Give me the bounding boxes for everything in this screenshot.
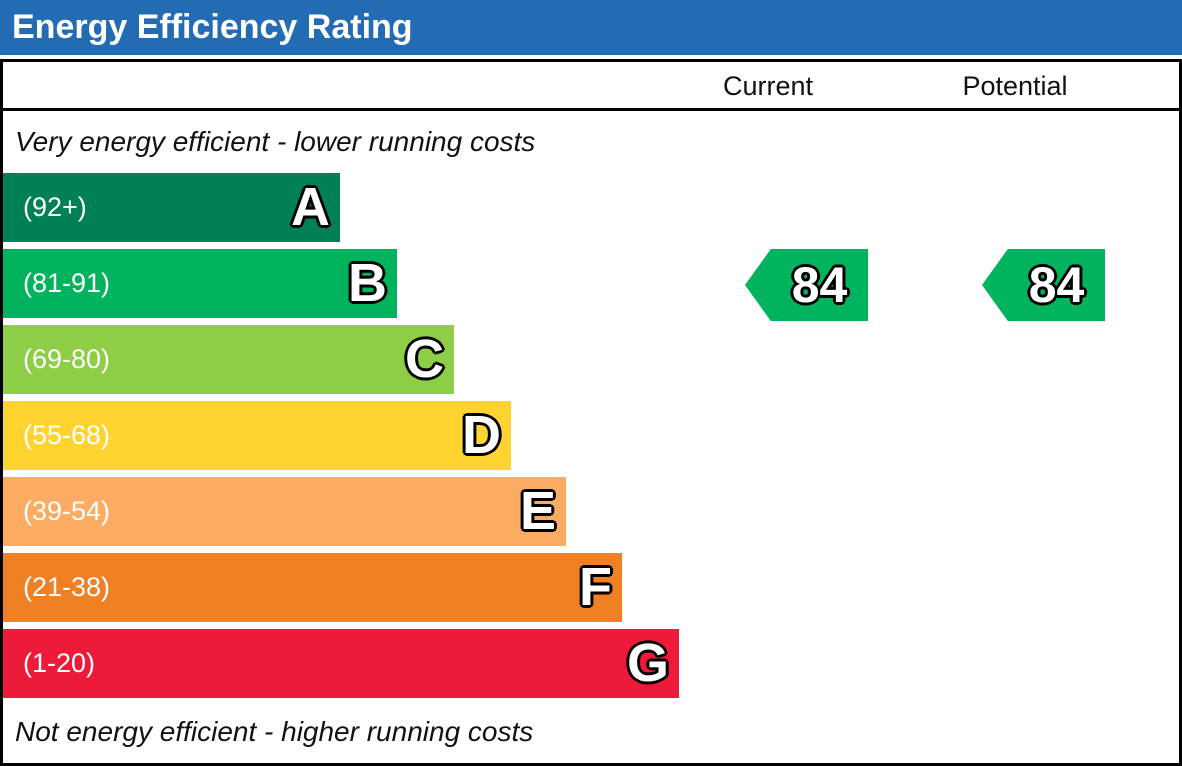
band-row-F: (21-38) F bbox=[3, 553, 622, 622]
band-range-label: (1-20) bbox=[23, 648, 96, 678]
band-row-G: (1-20) G bbox=[3, 629, 679, 698]
caption-top: Very energy efficient - lower running co… bbox=[15, 126, 536, 157]
band-range-label: (55-68) bbox=[23, 420, 111, 450]
potential-rating-value: 84 bbox=[1028, 257, 1085, 313]
band-range-label: (21-38) bbox=[23, 572, 111, 602]
band-letter: D bbox=[462, 405, 501, 465]
header-divider bbox=[0, 108, 1182, 111]
band-row-B: (81-91) B bbox=[3, 249, 397, 318]
band-range-label: (39-54) bbox=[23, 496, 111, 526]
page-title: Energy Efficiency Rating bbox=[12, 8, 413, 46]
potential-rating-arrow: 84 bbox=[982, 249, 1105, 321]
band-row-A: (92+) A bbox=[3, 173, 340, 242]
band-letter: C bbox=[405, 329, 444, 389]
band-row-C: (69-80) C bbox=[3, 325, 454, 394]
current-rating-value: 84 bbox=[791, 257, 848, 313]
band-range-label: (81-91) bbox=[23, 268, 111, 298]
band-range-label: (69-80) bbox=[23, 344, 111, 374]
band-letter: E bbox=[519, 481, 556, 541]
band-row-D: (55-68) D bbox=[3, 401, 511, 470]
band-letter: F bbox=[579, 557, 612, 617]
band-letter: A bbox=[291, 177, 330, 237]
caption-bottom: Not energy efficient - higher running co… bbox=[15, 716, 534, 747]
band-row-E: (39-54) E bbox=[3, 477, 566, 546]
band-range-label: (92+) bbox=[23, 192, 87, 222]
column-header-potential: Potential bbox=[962, 71, 1068, 101]
current-rating-arrow: 84 bbox=[745, 249, 868, 321]
column-header-current: Current bbox=[722, 71, 814, 101]
band-letter: G bbox=[626, 633, 669, 693]
band-letter: B bbox=[348, 253, 387, 313]
title-bar: Energy Efficiency Rating bbox=[0, 0, 1182, 55]
